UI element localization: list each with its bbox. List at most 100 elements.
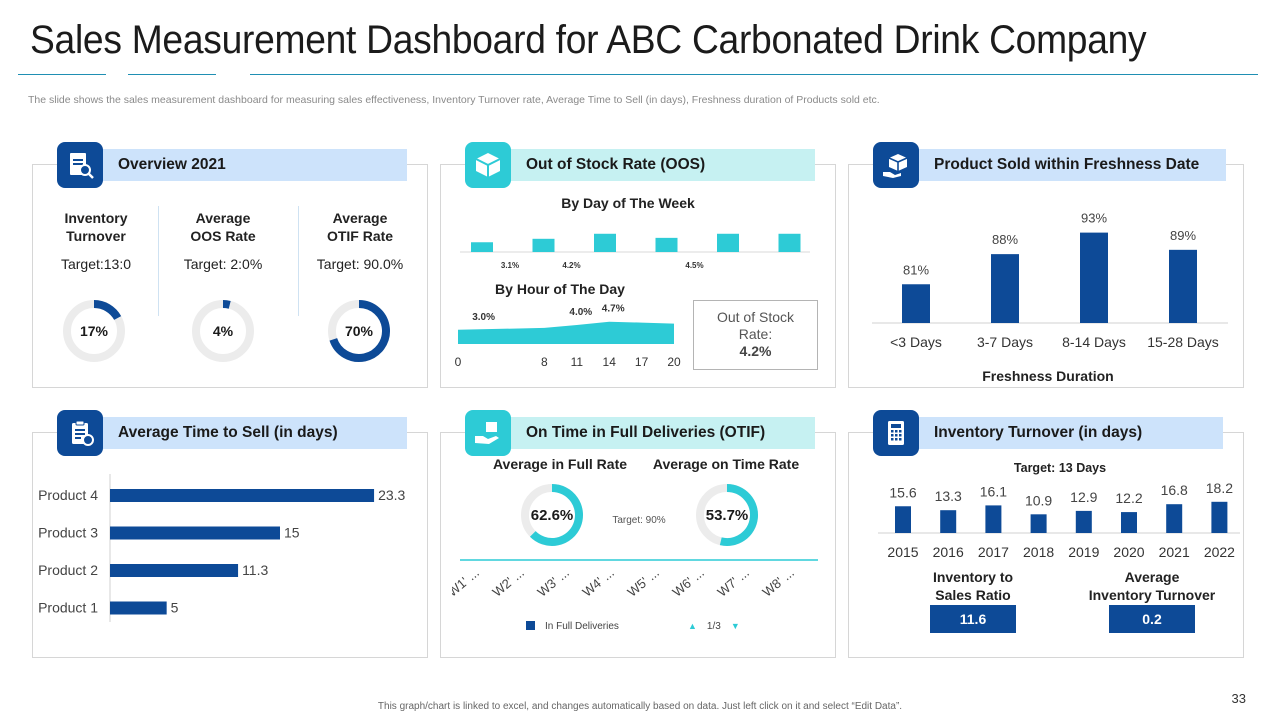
oos-card xyxy=(440,164,836,388)
otif-donut-on-time: 53.7% xyxy=(696,484,758,546)
inventory-kpi2-value: 0.2 xyxy=(1109,605,1195,633)
otif-left-title: Average in Full Rate xyxy=(492,456,628,472)
freshness-xlabel: Freshness Duration xyxy=(982,368,1114,384)
donut-label-otif-rate: 70% xyxy=(345,323,374,339)
overview-metric-1-target: Target:13:0 xyxy=(60,256,132,272)
freshness-category: <3 Days xyxy=(890,334,942,350)
otif-right-title: Average on Time Rate xyxy=(652,456,800,472)
calculator-icon xyxy=(873,410,919,456)
inventory-year: 2021 xyxy=(1159,544,1190,560)
donut-arc-inventory-turnover xyxy=(93,300,122,321)
otif-week-label: W7' ... xyxy=(714,565,752,600)
freshness-chart: 81% <3 Days 88% 3-7 Days 93% 8-14 Days 89% 15-2… xyxy=(872,211,1228,350)
inventory-header: Inventory Turnover (in days) xyxy=(876,417,1223,449)
inventory-year: 2022 xyxy=(1204,544,1235,560)
overview-divider-1 xyxy=(158,206,159,316)
overview-divider-2 xyxy=(298,206,299,316)
oos-by-day-chart: 3.1% 4.2% 4.5% xyxy=(460,233,810,270)
overview-metric-3-label: Average OTIF Rate xyxy=(326,210,394,244)
oos-hour-tick: 8 xyxy=(541,355,548,369)
title-rule-1 xyxy=(18,74,106,75)
donut-label-oos-rate: 4% xyxy=(213,323,234,339)
tts-data-label: 15 xyxy=(284,525,300,541)
legend-next-icon[interactable]: ▼ xyxy=(730,621,740,631)
overview-donut-3: 70% xyxy=(328,300,390,362)
overview-donut-2: 4% xyxy=(192,300,254,362)
inventory-bar xyxy=(1121,512,1137,533)
oos-by-day-title: By Day of The Week xyxy=(561,195,695,211)
freshness-data-label: 93% xyxy=(1081,211,1107,226)
inventory-data-label: 16.1 xyxy=(980,483,1007,499)
report-icon xyxy=(57,142,103,188)
donut-arc-in-full xyxy=(529,484,583,546)
overview-metric-2-target: Target: 2:0% xyxy=(183,256,263,272)
inventory-chart: 15.6 2015 13.3 2016 16.1 2017 10.9 2018 12.9 2019… xyxy=(878,480,1240,560)
oos-by-hour-chart: 3.0% 4.0% 4.7% 0 8 11 14 17 20 xyxy=(455,304,681,369)
donut-arc-oos-rate xyxy=(222,300,231,309)
freshness-data-label: 88% xyxy=(992,232,1018,247)
otif-legend-pager: ▲ 1/3 ▼ xyxy=(688,621,740,632)
legend-label-in-full: In Full Deliveries xyxy=(545,621,619,632)
oos-callout-label: Out of Stock Rate: xyxy=(716,309,795,342)
otif-week-label: W4' ... xyxy=(579,565,617,600)
freshness-bar xyxy=(1080,232,1108,323)
oos-hour-tick: 0 xyxy=(455,355,462,369)
inventory-target: Target: 13 Days xyxy=(1013,461,1107,475)
freshness-data-label: 89% xyxy=(1170,228,1196,243)
page-title: Sales Measurement Dashboard for ABC Carb… xyxy=(30,18,1147,62)
legend-swatch-in-full xyxy=(526,621,535,630)
inventory-data-label: 15.6 xyxy=(889,484,916,500)
tts-data-label: 11.3 xyxy=(242,562,268,578)
otif-legend[interactable]: In Full Deliveries xyxy=(526,621,619,632)
freshness-bar xyxy=(902,284,930,323)
overview-card xyxy=(32,164,428,388)
oos-day-label: 4.2% xyxy=(562,261,580,270)
inventory-year: 2019 xyxy=(1068,544,1099,560)
oos-callout-value: 4.2% xyxy=(739,343,772,359)
freshness-category: 8-14 Days xyxy=(1062,334,1126,350)
overview-donut-1: 17% xyxy=(63,300,125,362)
box-hand-icon xyxy=(873,142,919,188)
otif-week-label: W3' ... xyxy=(534,565,572,600)
oos-day-bar xyxy=(778,233,801,252)
otif-weekly-chart: W1' ... W2' ... W3' ... W4' ... W5' ... W6' .… xyxy=(452,559,818,600)
inventory-year: 2020 xyxy=(1113,544,1144,560)
inventory-year: 2016 xyxy=(933,544,964,560)
freshness-header: Product Sold within Freshness Date xyxy=(876,149,1226,181)
inventory-data-label: 13.3 xyxy=(935,488,962,504)
freshness-category: 15-28 Days xyxy=(1147,334,1219,350)
otif-donut-in-full: 62.6% xyxy=(521,484,583,546)
inventory-data-label: 18.2 xyxy=(1206,480,1233,496)
time-to-sell-header: Average Time to Sell (in days) xyxy=(60,417,407,449)
freshness-bar xyxy=(991,254,1019,323)
otif-week-label: W1' ... xyxy=(452,565,482,600)
tts-bar xyxy=(110,564,239,577)
oos-hour-tick: 11 xyxy=(571,355,584,369)
oos-hour-tick: 17 xyxy=(635,355,649,369)
otif-week-label: W2' ... xyxy=(489,565,527,600)
oos-day-bar xyxy=(594,233,616,252)
tts-bar xyxy=(110,526,280,540)
donut-label-on-time: 53.7% xyxy=(706,507,749,524)
inventory-bar xyxy=(1211,501,1228,533)
freshness-category: 3-7 Days xyxy=(977,334,1033,350)
clipboard-icon xyxy=(57,410,103,456)
inventory-bar xyxy=(985,505,1002,533)
oos-hour-label: 3.0% xyxy=(472,312,495,323)
oos-hour-area xyxy=(458,321,674,344)
inventory-year: 2017 xyxy=(978,544,1009,560)
footer-note: This graph/chart is linked to excel, and… xyxy=(377,701,903,712)
freshness-data-label: 81% xyxy=(903,262,929,277)
inventory-data-label: 12.2 xyxy=(1115,490,1142,506)
oos-by-hour-title: By Hour of The Day xyxy=(495,281,625,297)
page-number: 33 xyxy=(1231,691,1246,706)
overview-metric-1-label: Inventory Turnover xyxy=(64,210,128,244)
oos-day-bar xyxy=(717,233,739,252)
tts-category: Product 3 xyxy=(38,525,98,541)
otif-donut-chart: 62.6% Target: 90% 53.7% xyxy=(521,484,758,546)
inventory-year: 2018 xyxy=(1023,544,1054,560)
oos-callout: Out of Stock Rate: 4.2% xyxy=(693,300,818,370)
inventory-year: 2015 xyxy=(887,544,918,560)
donut-label-in-full: 62.6% xyxy=(531,507,574,524)
legend-prev-icon[interactable]: ▲ xyxy=(688,621,697,631)
